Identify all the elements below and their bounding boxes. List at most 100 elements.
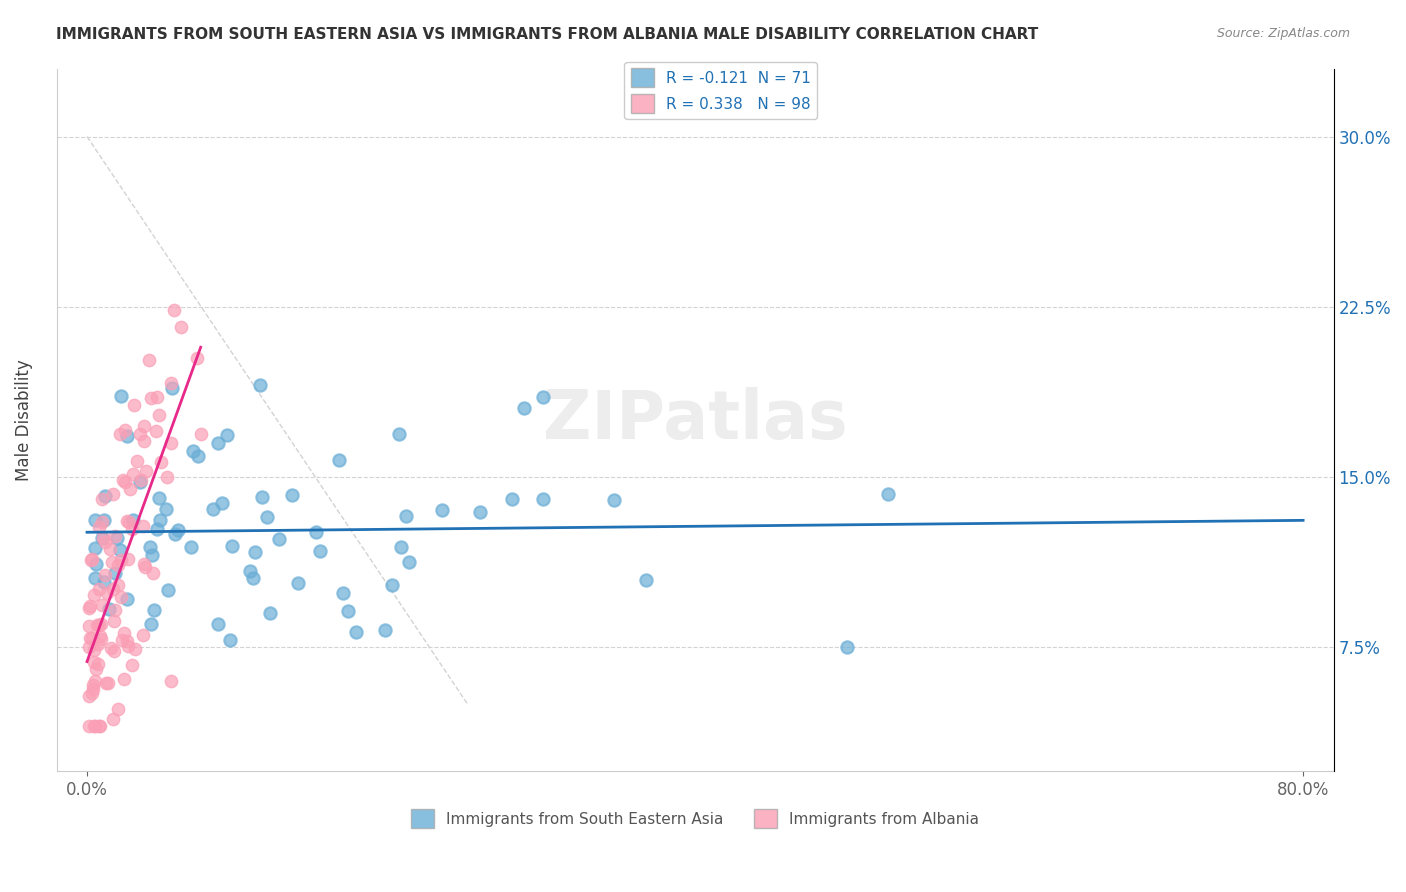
Point (267, 532, 290, 546)
Point (91, 531, 114, 545)
Point (100, 641, 122, 656)
Point (89, 719, 111, 733)
Point (122, 398, 145, 412)
Point (280, 488, 302, 502)
Point (110, 389, 132, 403)
Point (77, 689, 100, 703)
Point (94, 567, 117, 582)
Point (84, 662, 107, 676)
Point (287, 575, 309, 590)
Point (835, 640, 858, 654)
Point (128, 475, 150, 489)
Point (139, 616, 162, 631)
Point (127, 454, 149, 468)
Point (305, 524, 328, 539)
Point (120, 482, 142, 496)
Point (91, 599, 114, 613)
Point (93, 574, 115, 589)
Point (156, 582, 179, 597)
Point (93, 512, 115, 526)
Point (121, 522, 143, 536)
Point (381, 578, 404, 592)
Point (336, 603, 359, 617)
Point (87, 637, 110, 651)
Point (77, 601, 100, 615)
Point (122, 467, 145, 482)
Point (83, 541, 105, 555)
Point (77, 619, 100, 633)
Point (83, 719, 105, 733)
Point (388, 427, 411, 442)
Legend: Immigrants from South Eastern Asia, Immigrants from Albania: Immigrants from South Eastern Asia, Immi… (405, 803, 986, 834)
Point (167, 523, 190, 537)
Point (115, 514, 138, 528)
Point (512, 401, 534, 415)
Point (83, 655, 105, 669)
Point (163, 303, 186, 318)
Point (101, 712, 124, 726)
Point (77, 719, 100, 733)
Point (90, 632, 112, 646)
Point (103, 582, 125, 597)
Point (134, 434, 156, 449)
Point (156, 470, 179, 484)
Point (186, 351, 208, 366)
Point (148, 408, 170, 422)
Point (142, 602, 165, 616)
Text: Source: ZipAtlas.com: Source: ZipAtlas.com (1216, 27, 1350, 40)
Point (114, 672, 136, 686)
Point (183, 444, 205, 458)
Point (91, 491, 114, 506)
Point (128, 427, 150, 442)
Point (309, 543, 332, 558)
Point (87, 582, 110, 596)
Point (105, 531, 128, 545)
Point (89, 630, 111, 644)
Point (187, 449, 209, 463)
Point (83, 673, 105, 688)
Point (328, 452, 350, 467)
Point (80, 632, 103, 646)
Point (83, 588, 105, 602)
Point (207, 436, 229, 450)
Point (145, 425, 167, 439)
Point (129, 473, 152, 487)
Point (86, 617, 108, 632)
Point (242, 571, 264, 585)
Point (77, 640, 100, 654)
Point (107, 578, 129, 592)
Point (501, 491, 523, 506)
Point (90, 515, 112, 529)
Point (83, 513, 105, 527)
Point (96, 586, 118, 600)
Point (87, 719, 110, 733)
Point (256, 510, 278, 524)
Point (531, 491, 554, 506)
Point (374, 623, 396, 637)
Point (134, 419, 156, 434)
Point (190, 427, 212, 442)
Point (117, 429, 139, 443)
Point (103, 614, 125, 628)
Point (211, 496, 233, 510)
Point (80, 553, 103, 567)
Point (108, 542, 131, 557)
Point (468, 505, 491, 519)
Text: ZIPatlas: ZIPatlas (543, 387, 848, 453)
Point (332, 585, 354, 599)
Point (83, 643, 105, 657)
Point (110, 553, 132, 567)
Point (132, 519, 155, 533)
Point (636, 573, 658, 587)
Point (82, 678, 104, 692)
Point (94, 534, 117, 549)
Point (80, 552, 103, 566)
Point (103, 644, 125, 658)
Point (124, 641, 146, 656)
Point (148, 491, 170, 505)
Point (877, 487, 900, 501)
Point (134, 560, 156, 574)
Point (82, 682, 104, 697)
Point (398, 555, 420, 569)
Point (207, 616, 229, 631)
